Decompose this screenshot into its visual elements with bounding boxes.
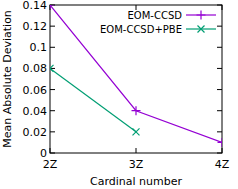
y-tick — [217, 131, 222, 132]
x-tick-label: 4Z — [215, 158, 230, 171]
x-tick-label: 3Z — [129, 158, 144, 171]
legend: EOM-CCSD EOM-CCSD+PBE — [100, 10, 216, 35]
x-tick — [136, 148, 137, 153]
y-tick-label: 0.1 — [30, 41, 48, 54]
y-tick — [217, 26, 222, 27]
legend-marker — [197, 11, 206, 20]
series-line — [50, 68, 136, 131]
legend-label: EOM-CCSD — [128, 10, 183, 21]
plot-frame — [50, 5, 222, 153]
y-tick-label: 0.02 — [23, 126, 48, 139]
series-marker — [132, 106, 141, 115]
chart: 00.020.040.060.080.10.120.142Z3Z4ZCardin… — [0, 0, 238, 189]
y-tick — [217, 47, 222, 48]
y-tick — [50, 89, 55, 90]
y-tick — [217, 89, 222, 90]
y-tick-label: 0.06 — [23, 84, 48, 97]
y-tick-label: 0.14 — [23, 0, 48, 12]
y-axis-label: Mean Absolute Deviation — [1, 10, 14, 148]
y-tick-label: 0.04 — [23, 105, 48, 118]
y-tick — [50, 110, 55, 111]
y-tick-label: 0.12 — [23, 20, 48, 33]
y-tick — [50, 131, 55, 132]
series-line — [50, 5, 222, 142]
x-tick-label: 2Z — [43, 158, 58, 171]
legend-label: EOM-CCSD+PBE — [100, 24, 182, 35]
y-tick — [50, 47, 55, 48]
series-marker — [133, 128, 140, 135]
y-tick — [217, 110, 222, 111]
plot-data — [50, 5, 222, 147]
series-marker — [218, 138, 223, 147]
legend-marker — [198, 26, 205, 33]
series-marker — [50, 65, 54, 72]
y-tick — [50, 26, 55, 27]
series-marker — [50, 5, 55, 10]
y-tick-label: 0.08 — [23, 62, 48, 75]
x-axis-label: Cardinal number — [90, 175, 182, 188]
y-tick — [217, 68, 222, 69]
